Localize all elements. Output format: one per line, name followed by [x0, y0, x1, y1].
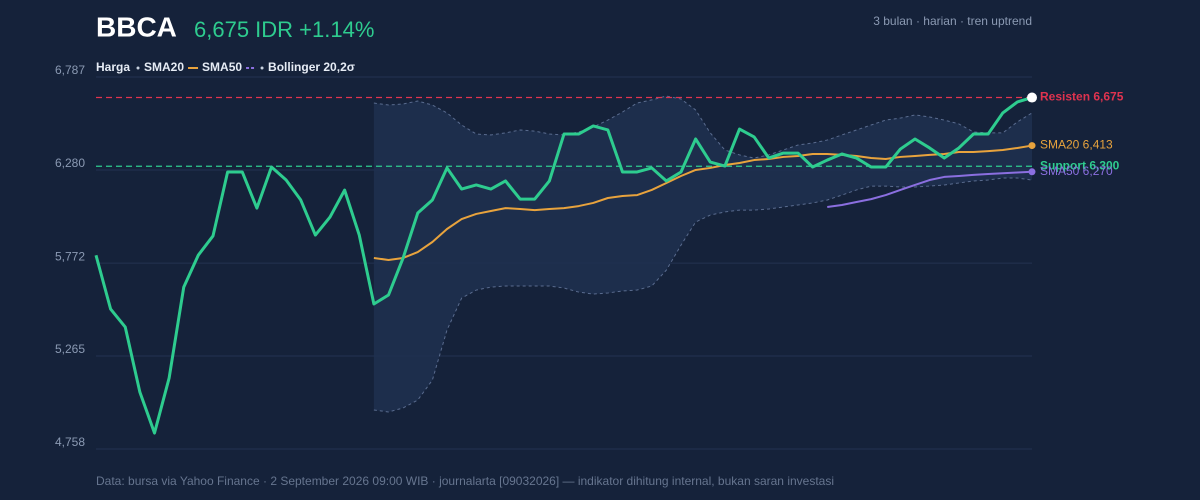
y-tick-label: 4,758 — [55, 435, 85, 449]
y-tick-label: 5,265 — [55, 342, 85, 356]
bollinger-lower — [373, 177, 1033, 413]
y-tick-label: 5,772 — [55, 249, 85, 263]
y-tick-label: 6,787 — [55, 63, 85, 77]
subtitle: 3 bulan · harian · tren uptrend — [873, 14, 1032, 28]
ma-line — [827, 170, 1033, 208]
ma-end-dot — [1028, 168, 1036, 176]
ma-line — [373, 144, 1033, 261]
reference-label: Resisten 6,675 — [1040, 90, 1124, 104]
bollinger-fill — [373, 96, 1032, 412]
chart-title: BBCA — [96, 11, 177, 42]
legend-label: Bollinger 20,2σ — [268, 60, 355, 74]
legend-label: SMA20 — [144, 60, 184, 74]
ma-end-label: SMA50 6,270 — [1040, 164, 1113, 178]
legend-separator — [260, 66, 264, 70]
price-line — [94, 96, 1033, 435]
legend: Harga SMA20 SMA50 Bollinger 20,2σ — [96, 60, 355, 74]
legend-label: Harga — [96, 60, 130, 74]
last-price-dot — [1027, 92, 1037, 103]
ma-end-dot — [1028, 142, 1036, 150]
ma-end-label: SMA20 6,413 — [1040, 138, 1113, 152]
legend-separator — [136, 66, 140, 70]
reference-label: Support 6,300 — [1040, 158, 1120, 172]
footer: Data: bursa via Yahoo Finance · 2 Septem… — [96, 474, 834, 488]
price-text: 6,675 IDR +1.14% — [194, 17, 374, 42]
y-tick-label: 6,280 — [55, 156, 85, 170]
legend-label: SMA50 — [202, 60, 242, 74]
